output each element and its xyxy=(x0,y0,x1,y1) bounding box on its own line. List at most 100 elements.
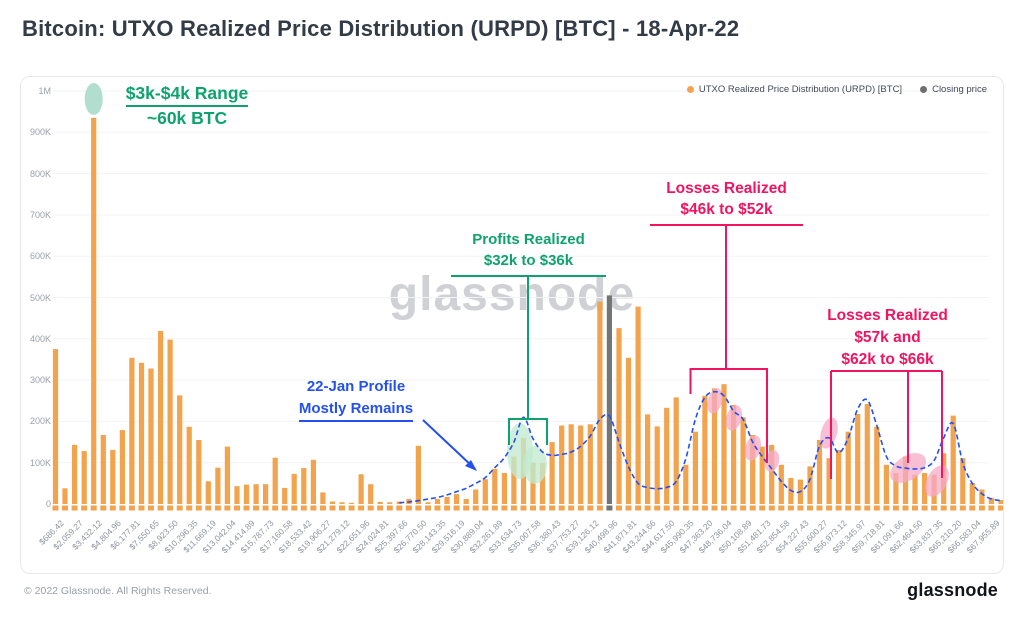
urpd-bar[interactable] xyxy=(969,482,975,504)
jan22-arrow-line xyxy=(422,419,474,468)
annotation-3k-4k-line2: ~60k BTC xyxy=(146,108,228,128)
urpd-bar[interactable] xyxy=(864,404,870,504)
urpd-bar[interactable] xyxy=(587,424,593,504)
urpd-bar[interactable] xyxy=(492,468,498,504)
urpd-bar[interactable] xyxy=(759,446,765,504)
urpd-bar[interactable] xyxy=(616,328,622,504)
urpd-bar[interactable] xyxy=(645,414,651,504)
urpd-bar[interactable] xyxy=(339,502,345,504)
urpd-bar[interactable] xyxy=(836,449,842,504)
urpd-bar[interactable] xyxy=(922,473,928,504)
urpd-bar[interactable] xyxy=(263,484,269,504)
urpd-bar[interactable] xyxy=(893,473,899,504)
urpd-bar[interactable] xyxy=(597,301,603,504)
urpd-bar[interactable] xyxy=(138,362,145,504)
urpd-bar[interactable] xyxy=(100,435,106,504)
urpd-bar[interactable] xyxy=(215,467,221,504)
axis-tick-square xyxy=(319,505,326,511)
urpd-bar[interactable] xyxy=(291,473,297,504)
urpd-bar[interactable] xyxy=(883,464,889,504)
urpd-bar[interactable] xyxy=(253,484,259,504)
urpd-bar[interactable] xyxy=(912,474,918,504)
urpd-bar[interactable] xyxy=(874,426,880,504)
urpd-bar[interactable] xyxy=(635,306,641,504)
urpd-bar[interactable] xyxy=(683,464,689,504)
urpd-bar[interactable] xyxy=(387,502,393,504)
glassnode-logo[interactable]: glassnode xyxy=(907,580,998,600)
urpd-bar[interactable] xyxy=(731,404,737,504)
urpd-bar[interactable] xyxy=(692,431,698,504)
urpd-bar[interactable] xyxy=(673,397,679,504)
urpd-bar[interactable] xyxy=(224,446,230,504)
urpd-bar[interactable] xyxy=(568,424,574,504)
urpd-bar[interactable] xyxy=(711,388,718,504)
axis-tick-square xyxy=(253,505,260,511)
urpd-bar[interactable] xyxy=(473,489,479,505)
urpd-bar[interactable] xyxy=(301,468,307,504)
urpd-bar[interactable] xyxy=(950,415,956,504)
urpd-bar[interactable] xyxy=(167,339,173,504)
urpd-bar[interactable] xyxy=(816,440,823,504)
urpd-bar[interactable] xyxy=(998,499,1003,504)
urpd-bar[interactable] xyxy=(855,414,861,504)
urpd-bar[interactable] xyxy=(664,407,670,504)
urpd-bar[interactable] xyxy=(750,435,756,504)
urpd-bar[interactable] xyxy=(826,458,832,504)
urpd-bar[interactable] xyxy=(186,426,192,504)
urpd-bar[interactable] xyxy=(559,425,565,505)
urpd-bar[interactable] xyxy=(368,484,374,504)
urpd-bar[interactable] xyxy=(778,464,784,504)
urpd-bar[interactable] xyxy=(234,486,240,504)
urpd-bar[interactable] xyxy=(702,395,708,504)
urpd-bar[interactable] xyxy=(444,497,450,504)
urpd-bar[interactable] xyxy=(549,442,555,504)
urpd-bar[interactable] xyxy=(578,425,584,505)
urpd-bar[interactable] xyxy=(129,357,135,504)
urpd-bar[interactable] xyxy=(91,117,97,505)
urpd-bar[interactable] xyxy=(148,368,154,505)
urpd-bar[interactable] xyxy=(196,440,202,504)
urpd-bar[interactable] xyxy=(740,417,746,504)
urpd-bar[interactable] xyxy=(348,502,355,504)
urpd-bar[interactable] xyxy=(463,499,469,504)
urpd-bar[interactable] xyxy=(310,459,316,504)
urpd-bar[interactable] xyxy=(415,445,421,504)
closing-price-label: Closing price xyxy=(932,84,987,95)
urpd-bar[interactable] xyxy=(358,474,364,504)
urpd-bar[interactable] xyxy=(769,444,775,504)
urpd-bar[interactable] xyxy=(272,457,278,504)
urpd-bar[interactable] xyxy=(625,357,632,504)
axis-tick-square xyxy=(472,505,479,511)
urpd-bar[interactable] xyxy=(511,456,517,505)
urpd-bar[interactable] xyxy=(501,473,507,504)
legend-item-urpd[interactable]: UTXO Realized Price Distribution (URPD) … xyxy=(686,84,902,95)
urpd-bar[interactable] xyxy=(539,463,546,504)
urpd-bar[interactable] xyxy=(119,430,125,504)
urpd-bar[interactable] xyxy=(282,487,288,504)
urpd-bar[interactable] xyxy=(320,492,326,504)
urpd-bar[interactable] xyxy=(52,349,59,504)
urpd-bar[interactable] xyxy=(721,384,727,504)
urpd-bar[interactable] xyxy=(988,497,994,504)
urpd-bar[interactable] xyxy=(177,395,183,504)
urpd-bar[interactable] xyxy=(110,449,116,504)
urpd-bar[interactable] xyxy=(425,502,431,504)
urpd-bar[interactable] xyxy=(329,501,336,505)
urpd-bar[interactable] xyxy=(377,501,383,504)
urpd-bar[interactable] xyxy=(62,488,68,504)
urpd-bar[interactable] xyxy=(243,484,250,504)
urpd-bar[interactable] xyxy=(482,479,488,504)
closing-price-bar[interactable] xyxy=(606,295,612,504)
urpd-bar[interactable] xyxy=(654,426,660,504)
urpd-bar[interactable] xyxy=(158,331,164,504)
urpd-bar[interactable] xyxy=(205,481,211,504)
urpd-bar[interactable] xyxy=(960,458,966,504)
legend-item-closing-price[interactable]: Closing price xyxy=(920,84,987,95)
urpd-bar[interactable] xyxy=(72,444,78,504)
urpd-bar[interactable] xyxy=(454,494,460,504)
urpd-bar[interactable] xyxy=(845,431,851,504)
urpd-bar[interactable] xyxy=(434,499,441,504)
urpd-bar[interactable] xyxy=(807,466,813,504)
urpd-bar[interactable] xyxy=(81,451,87,504)
urpd-bar[interactable] xyxy=(979,489,985,505)
